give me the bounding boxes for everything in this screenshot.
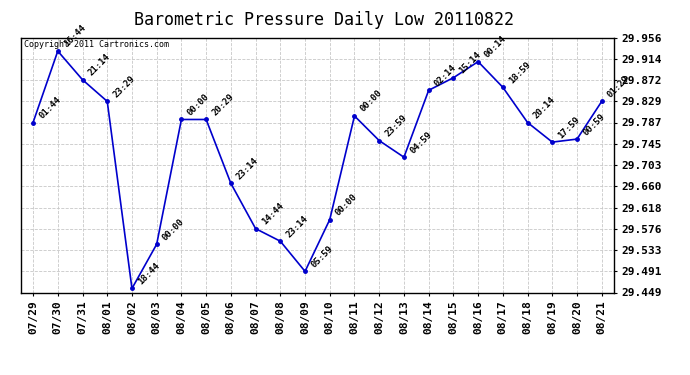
Text: 01:29: 01:29	[606, 74, 631, 99]
Text: 02:14: 02:14	[433, 63, 458, 88]
Text: 18:44: 18:44	[136, 261, 161, 286]
Text: 00:14: 00:14	[482, 34, 508, 60]
Text: 01:44: 01:44	[37, 95, 63, 120]
Text: 23:59: 23:59	[384, 113, 408, 138]
Text: 23:14: 23:14	[235, 156, 260, 181]
Text: 00:00: 00:00	[359, 88, 384, 114]
Text: 23:14: 23:14	[284, 214, 310, 239]
Text: 17:59: 17:59	[556, 115, 582, 140]
Text: 18:59: 18:59	[507, 60, 533, 85]
Text: Copyright 2011 Cartronics.com: Copyright 2011 Cartronics.com	[23, 40, 168, 49]
Text: 15:14: 15:14	[457, 50, 483, 76]
Text: 05:59: 05:59	[309, 244, 335, 269]
Text: Barometric Pressure Daily Low 20110822: Barometric Pressure Daily Low 20110822	[135, 11, 514, 29]
Text: 00:00: 00:00	[161, 217, 186, 242]
Text: 00:59: 00:59	[581, 112, 607, 137]
Text: 21:14: 21:14	[87, 52, 112, 78]
Text: 04:59: 04:59	[408, 130, 433, 155]
Text: 20:14: 20:14	[532, 95, 557, 120]
Text: 14:44: 14:44	[259, 201, 285, 226]
Text: 00:00: 00:00	[186, 92, 211, 117]
Text: 16:44: 16:44	[62, 24, 88, 49]
Text: 20:29: 20:29	[210, 92, 236, 117]
Text: 00:00: 00:00	[334, 192, 359, 217]
Text: 23:29: 23:29	[111, 74, 137, 99]
